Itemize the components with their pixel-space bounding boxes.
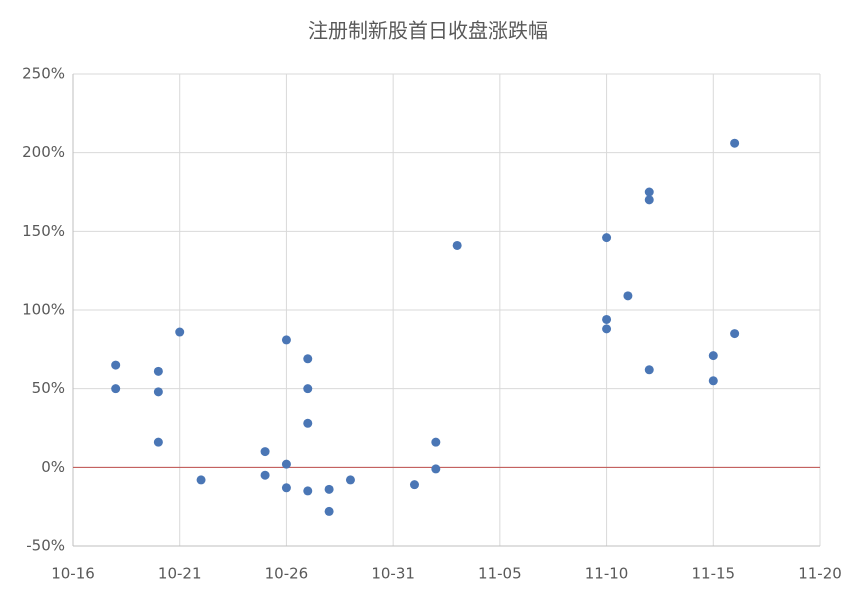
point bbox=[303, 384, 313, 394]
y-tick-label: 250% bbox=[22, 65, 65, 83]
x-tick-label: 10-26 bbox=[265, 565, 309, 583]
point bbox=[431, 464, 441, 474]
point bbox=[303, 354, 313, 364]
y-tick-label: 100% bbox=[22, 301, 65, 319]
point bbox=[644, 365, 654, 375]
x-tick-label: 11-10 bbox=[585, 565, 629, 583]
point bbox=[260, 470, 270, 480]
x-tick-label: 11-15 bbox=[691, 565, 735, 583]
y-tick-label: 200% bbox=[22, 143, 65, 161]
y-tick-label: 150% bbox=[22, 222, 65, 240]
point bbox=[345, 475, 355, 485]
point bbox=[708, 376, 718, 386]
point bbox=[260, 447, 270, 457]
point bbox=[730, 329, 740, 339]
point bbox=[281, 335, 291, 345]
y-tick-label: 50% bbox=[32, 379, 65, 397]
point bbox=[623, 291, 633, 301]
point bbox=[431, 437, 441, 447]
point bbox=[452, 240, 462, 250]
point bbox=[602, 314, 612, 324]
point bbox=[281, 483, 291, 493]
point bbox=[175, 327, 185, 337]
point bbox=[409, 480, 419, 490]
x-tick-label: 10-31 bbox=[371, 565, 415, 583]
x-tick-label: 11-20 bbox=[798, 565, 842, 583]
y-tick-label: 0% bbox=[41, 458, 65, 476]
y-tick-label: -50% bbox=[26, 537, 65, 555]
point bbox=[602, 324, 612, 334]
point bbox=[153, 437, 163, 447]
point bbox=[324, 506, 334, 516]
point bbox=[281, 459, 291, 469]
point bbox=[111, 360, 121, 370]
point bbox=[324, 484, 334, 494]
x-tick-label: 10-21 bbox=[158, 565, 202, 583]
point bbox=[153, 387, 163, 397]
point bbox=[730, 138, 740, 148]
point bbox=[644, 187, 654, 197]
point bbox=[153, 366, 163, 376]
point bbox=[196, 475, 206, 485]
chart-title: 注册制新股首日收盘涨跌幅 bbox=[308, 19, 548, 43]
point bbox=[111, 384, 121, 394]
point bbox=[708, 351, 718, 361]
x-tick-label: 11-05 bbox=[478, 565, 522, 583]
point bbox=[644, 195, 654, 205]
point bbox=[602, 233, 612, 243]
point bbox=[303, 418, 313, 428]
x-tick-label: 10-16 bbox=[51, 565, 95, 583]
point bbox=[303, 486, 313, 496]
